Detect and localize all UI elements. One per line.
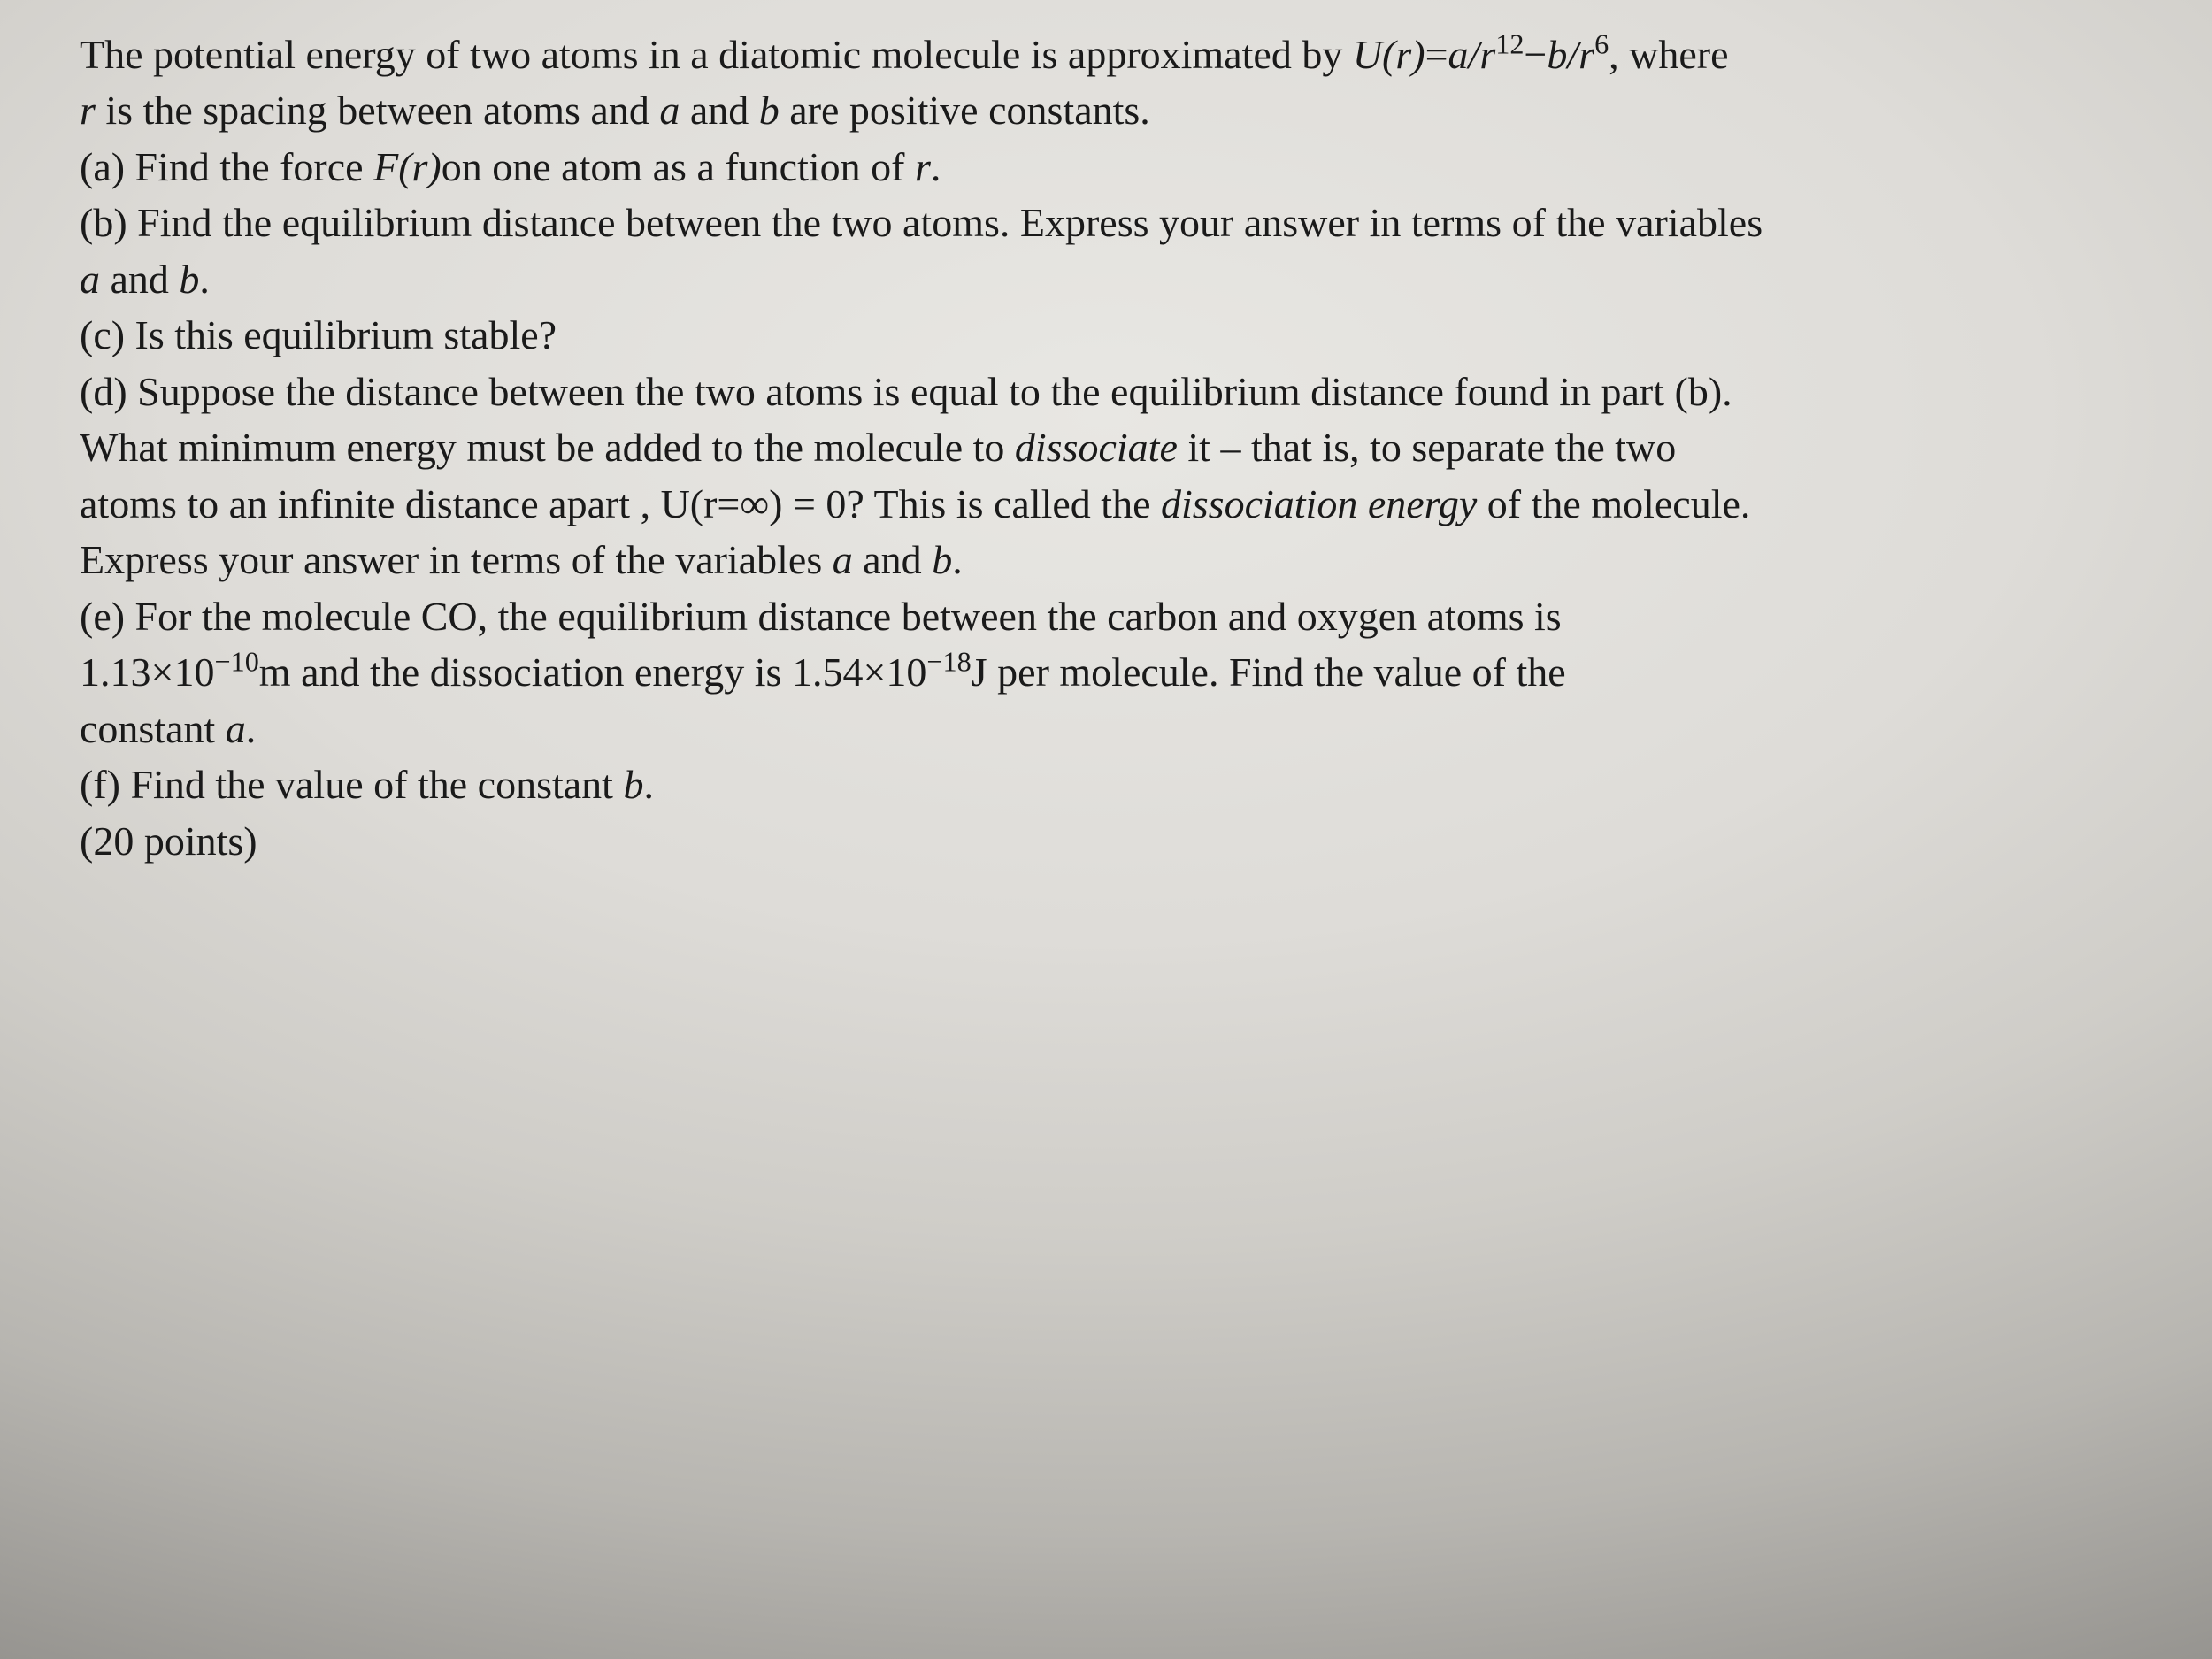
t: = xyxy=(1425,32,1448,77)
var-r: r xyxy=(915,144,931,189)
line-6: (c) Is this equilibrium stable? xyxy=(80,307,2132,363)
line-10: Express your answer in terms of the vari… xyxy=(80,532,2132,588)
term-dissociation-energy: dissociation energy xyxy=(1161,481,1477,526)
t: The potential energy of two atoms in a d… xyxy=(80,32,1353,77)
line-14: (f) Find the value of the constant b. xyxy=(80,757,2132,812)
num-1: 1.13×10 xyxy=(80,649,214,695)
t: atoms to an infinite distance apart , U(… xyxy=(80,481,1161,526)
var-a: a xyxy=(226,706,246,751)
t: it – that is, to separate the two xyxy=(1178,425,1676,470)
points-value: (20 points) xyxy=(80,818,257,864)
t: − xyxy=(1524,32,1547,77)
t: and xyxy=(853,537,932,582)
t: . xyxy=(952,537,963,582)
t: on one atom as a function of xyxy=(442,144,915,189)
line-1: The potential energy of two atoms in a d… xyxy=(80,27,2132,82)
line-8: What minimum energy must be added to the… xyxy=(80,419,2132,475)
line-13: constant a. xyxy=(80,701,2132,757)
var-b: b xyxy=(623,762,643,807)
line-7: (d) Suppose the distance between the two… xyxy=(80,364,2132,419)
eq-exp2: 6 xyxy=(1594,28,1609,60)
t: is the spacing between atoms and xyxy=(96,88,659,133)
t: (a) Find the force xyxy=(80,144,373,189)
line-2: r is the spacing between atoms and a and… xyxy=(80,82,2132,138)
t: (d) Suppose the distance between the two… xyxy=(80,369,1732,414)
t: , where xyxy=(1609,32,1728,77)
line-12: 1.13×10−10m and the dissociation energy … xyxy=(80,644,2132,700)
eq-exp1: 12 xyxy=(1495,28,1524,60)
eq-t2: b/r xyxy=(1547,32,1594,77)
printed-page: The potential energy of two atoms in a d… xyxy=(80,27,2132,869)
fn-Fr: F(r) xyxy=(373,144,442,189)
t: . xyxy=(246,706,257,751)
t: . xyxy=(931,144,941,189)
t: J per molecule. Find the value of the xyxy=(972,649,1566,695)
t: and xyxy=(100,257,179,302)
var-b: b xyxy=(932,537,952,582)
t: What minimum energy must be added to the… xyxy=(80,425,1015,470)
t: constant xyxy=(80,706,226,751)
eq-t1: a/r xyxy=(1448,32,1496,77)
var-r: r xyxy=(80,88,96,133)
line-15: (20 points) xyxy=(80,813,2132,869)
line-5: a and b. xyxy=(80,251,2132,307)
t: and xyxy=(680,88,758,133)
var-a: a xyxy=(833,537,853,582)
eq-lhs: U(r) xyxy=(1353,32,1425,77)
t: are positive constants. xyxy=(780,88,1150,133)
t: (f) Find the value of the constant xyxy=(80,762,623,807)
line-11: (e) For the molecule CO, the equilibrium… xyxy=(80,588,2132,644)
var-b: b xyxy=(179,257,199,302)
line-9: atoms to an infinite distance apart , U(… xyxy=(80,476,2132,532)
t: (e) For the molecule CO, the equilibrium… xyxy=(80,594,1562,639)
num-2: 1.54×10 xyxy=(792,649,926,695)
t: of the molecule. xyxy=(1477,481,1750,526)
var-a: a xyxy=(659,88,680,133)
t: Express your answer in terms of the vari… xyxy=(80,537,833,582)
problem-text: The potential energy of two atoms in a d… xyxy=(80,27,2132,869)
num-1-exp: −10 xyxy=(214,646,258,678)
var-a: a xyxy=(80,257,100,302)
line-3: (a) Find the force F(r)on one atom as a … xyxy=(80,139,2132,195)
t: (c) Is this equilibrium stable? xyxy=(80,312,557,357)
term-dissociate: dissociate xyxy=(1015,425,1178,470)
line-4: (b) Find the equilibrium distance betwee… xyxy=(80,195,2132,250)
num-2-exp: −18 xyxy=(926,646,971,678)
t: . xyxy=(199,257,210,302)
t: . xyxy=(643,762,654,807)
t: m and the dissociation energy is xyxy=(259,649,792,695)
var-b: b xyxy=(759,88,780,133)
t: (b) Find the equilibrium distance betwee… xyxy=(80,200,1763,245)
